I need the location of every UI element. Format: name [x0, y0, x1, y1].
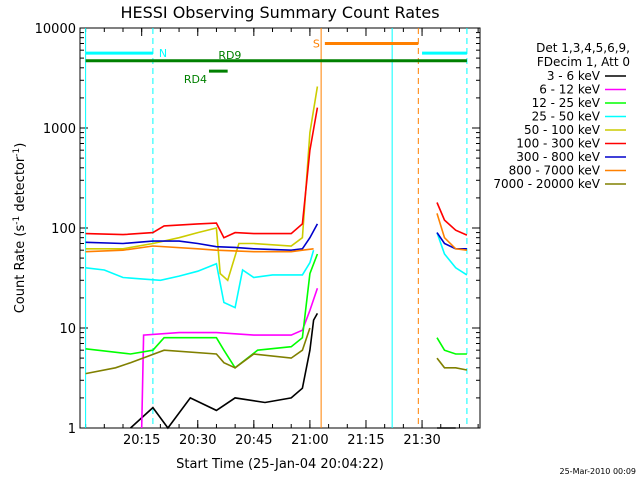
series-line: [85, 107, 319, 239]
x-tick-label: 20:30: [179, 433, 216, 448]
legend-label: 3 - 6 keV: [547, 69, 601, 83]
y-tick-labels: 1 10 100 1000 10000: [35, 22, 76, 437]
chart-title: HESSI Observing Summary Count Rates: [120, 3, 439, 22]
legend-label: 300 - 800 keV: [516, 150, 600, 164]
legend-label: 25 - 50 keV: [532, 110, 601, 124]
y-tick-label: 100: [51, 222, 76, 237]
y-tick-label: 1: [68, 422, 76, 437]
series-line: [85, 245, 314, 253]
legend-header-2: FDecim 1, Att 0: [537, 55, 630, 69]
flag-bars: N S RD9 RD4: [85, 37, 467, 86]
x-tick-label: 21:15: [347, 433, 384, 448]
timestamp: 25-Mar-2010 00:09: [560, 467, 637, 476]
series-line: [85, 327, 311, 375]
series-line: [436, 202, 468, 236]
flag-label: S: [313, 37, 320, 50]
x-tick-label: 20:45: [235, 433, 272, 448]
series-line: [140, 287, 319, 429]
x-tick-labels: 20:15 20:30 20:45 21:00 21:15 21:30: [123, 433, 441, 448]
flag-label: N: [159, 47, 167, 60]
y-tick-label: 10: [59, 322, 76, 337]
flag-label: RD4: [184, 73, 207, 86]
x-tick-label: 21:00: [291, 433, 328, 448]
legend-label: 50 - 100 keV: [524, 123, 601, 137]
series-line: [129, 313, 319, 430]
series-line: [85, 86, 319, 282]
series-line: [436, 357, 468, 371]
vertical-markers: [85, 28, 468, 428]
legend-label: 800 - 7000 keV: [509, 164, 601, 178]
y-tick-label: 1000: [43, 122, 76, 137]
x-axis-label: Start Time (25-Jan-04 20:04:22): [176, 457, 384, 472]
axis-ticks: [80, 27, 480, 429]
y-tick-label: 10000: [35, 22, 76, 37]
legend-header-1: Det 1,3,4,5,6,9,: [536, 41, 630, 55]
flag-label: RD9: [218, 49, 241, 62]
series-line: [436, 232, 468, 276]
plot-area: [79, 27, 481, 429]
series-line: [85, 249, 315, 309]
x-tick-label: 20:15: [123, 433, 160, 448]
legend-label: 6 - 12 keV: [539, 83, 601, 97]
series-line: [436, 337, 467, 355]
legend-label: 7000 - 20000 keV: [493, 177, 600, 191]
legend-label: 12 - 25 keV: [532, 96, 601, 110]
legend-label: 100 - 300 keV: [516, 137, 600, 151]
x-tick-label: 21:30: [403, 433, 440, 448]
series-line: [85, 253, 319, 369]
series-line: [85, 223, 319, 252]
plot-frame: [79, 27, 481, 429]
series-line: [436, 213, 467, 251]
y-axis-label: Count Rate (s-1 detector-1): [12, 143, 28, 314]
series-lines: [85, 86, 468, 430]
